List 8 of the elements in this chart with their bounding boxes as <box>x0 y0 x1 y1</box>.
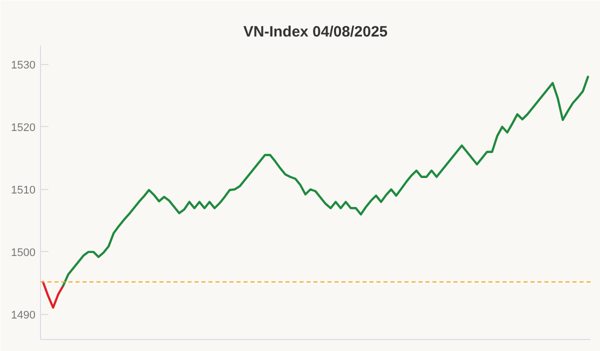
chart-title: VN-Index 04/08/2025 <box>243 24 388 40</box>
y-tick-label: 1500 <box>11 246 36 259</box>
y-tick-label: 1490 <box>11 309 36 322</box>
y-tick-label: 1510 <box>11 184 36 196</box>
line-series <box>62 76 590 287</box>
y-tick-label: 1520 <box>11 122 36 134</box>
line-series <box>42 280 64 309</box>
y-tick-label: 1530 <box>11 59 36 72</box>
